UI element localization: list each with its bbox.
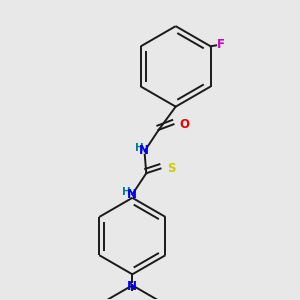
Text: F: F — [218, 38, 225, 51]
Text: N: N — [128, 280, 137, 292]
Text: N: N — [126, 188, 136, 201]
Text: H: H — [135, 143, 143, 154]
Text: S: S — [167, 162, 175, 175]
Text: O: O — [180, 118, 190, 131]
Text: H: H — [122, 187, 130, 197]
Text: N: N — [139, 144, 149, 158]
